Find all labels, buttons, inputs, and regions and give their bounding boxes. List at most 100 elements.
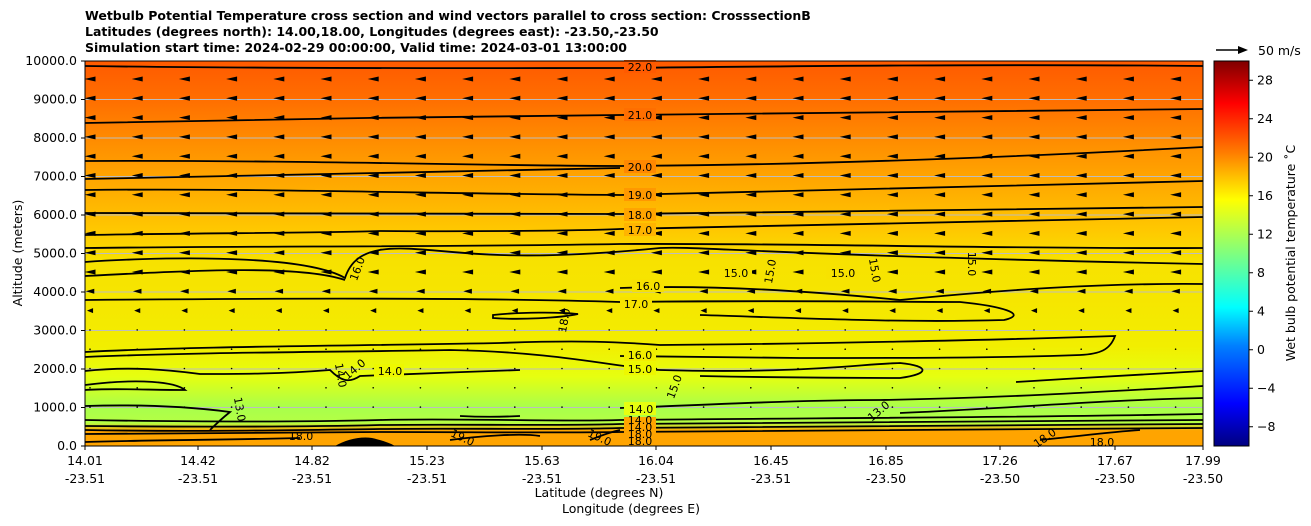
contour-16c (619, 283, 1204, 301)
wind-vector (226, 230, 238, 236)
wind-vector (1122, 134, 1134, 140)
wind-vector (462, 192, 474, 198)
wind-vector (414, 153, 426, 159)
wind-vector (180, 288, 189, 294)
wind-vector (325, 348, 327, 351)
x-tick-label-lon: -23.51 (636, 471, 676, 486)
wind-vector (1170, 211, 1182, 217)
contour-13c (459, 415, 521, 418)
contour-13a (899, 397, 1204, 414)
contour-sfc4 (84, 427, 1204, 435)
wind-vector (797, 387, 799, 389)
wind-vector (792, 173, 804, 178)
wind-vector (89, 387, 91, 389)
wind-vector (1080, 387, 1082, 389)
x-tick-label-lon: -23.51 (522, 471, 562, 486)
contour-16d (84, 335, 1117, 359)
wind-vector (227, 288, 236, 294)
wind-vector (603, 250, 615, 256)
wind-vector (132, 288, 142, 294)
wind-vector (745, 153, 757, 159)
wind-vector (934, 230, 946, 236)
wind-vector (226, 173, 238, 178)
wind-vector (178, 269, 190, 275)
wind-vector (1122, 269, 1134, 275)
wind-vector (603, 230, 615, 236)
wind-vector (320, 269, 332, 275)
wind-vector (655, 329, 658, 331)
wind-vector (604, 288, 614, 294)
wind-vector (698, 134, 710, 140)
wind-vector (1122, 230, 1134, 236)
wind-vector (230, 367, 233, 370)
wind-vector (608, 329, 610, 331)
wind-vector (367, 250, 379, 256)
wind-vector (1171, 288, 1180, 294)
x-tick-label-lat: 14.82 (294, 453, 330, 468)
y-tick-label: 2000.0 (33, 361, 77, 376)
wind-vector (367, 95, 379, 101)
wind-vector (561, 387, 563, 389)
y-tick-label: 5000.0 (33, 246, 77, 261)
x-tick-label-lat: 17.99 (1185, 453, 1221, 468)
colorbar-tick-label: 0 (1257, 342, 1265, 357)
wind-vector (414, 211, 426, 217)
wind-vector (131, 95, 143, 101)
wind-vector (603, 269, 615, 275)
wind-vector (320, 230, 332, 236)
wind-vector (1127, 329, 1130, 331)
wind-vector (650, 153, 662, 159)
clabel-15e: 15.0 (762, 258, 779, 284)
wind-vector (844, 406, 846, 408)
wind-vector (1028, 134, 1040, 140)
wind-vector (650, 76, 662, 82)
x-tick-label-lat: 17.67 (1097, 453, 1133, 468)
wind-vector (839, 95, 851, 101)
wind-vector (131, 173, 143, 178)
wind-vector (1028, 95, 1040, 101)
wind-vectors (84, 76, 1182, 408)
clabel-17: 17.0 (628, 224, 653, 237)
clabel-13b: 13.0 (231, 396, 248, 422)
wind-vector (556, 250, 568, 256)
x-tick-label-lon: -23.51 (65, 471, 105, 486)
wind-vector (603, 211, 615, 217)
wind-vector (745, 192, 757, 198)
clabel-21: 21.0 (628, 109, 653, 122)
clabel-18f: 18.0 (556, 307, 573, 333)
wind-vector (842, 308, 849, 314)
wind-vector (320, 173, 332, 178)
wind-vector (1174, 367, 1177, 370)
wind-vector (462, 95, 474, 101)
wind-vector (466, 367, 469, 370)
wind-vector (1076, 288, 1086, 294)
wind-vector (986, 348, 988, 351)
wind-vector (509, 173, 521, 178)
clabel-15b: 15.0 (724, 267, 749, 280)
wind-vector (797, 329, 799, 331)
x-tick-label-lat: 17.26 (982, 453, 1018, 468)
wind-vector (84, 211, 96, 217)
wind-vector (1172, 308, 1179, 314)
wind-vector (178, 230, 190, 236)
wind-vector (322, 308, 330, 314)
wind-vector (608, 367, 610, 370)
wind-vector (320, 250, 332, 256)
wind-vector (1075, 95, 1087, 101)
x-axis-label-lat: Latitude (degrees N) (535, 485, 664, 500)
wind-vector (608, 387, 610, 389)
wind-vector (556, 173, 568, 178)
wind-vector (372, 367, 375, 370)
contour-16b (84, 269, 346, 281)
wind-vector (178, 76, 190, 82)
clabel-sfc-3: 18.0 (628, 428, 653, 441)
wind-vector (462, 173, 474, 178)
wind-vector (792, 153, 804, 159)
wind-vector (514, 406, 516, 408)
wind-vector (700, 308, 707, 314)
wind-vector (839, 230, 851, 236)
wind-vector (698, 250, 710, 256)
wind-vector (84, 153, 96, 159)
wind-vector (463, 288, 472, 294)
contour-18c (84, 437, 301, 443)
